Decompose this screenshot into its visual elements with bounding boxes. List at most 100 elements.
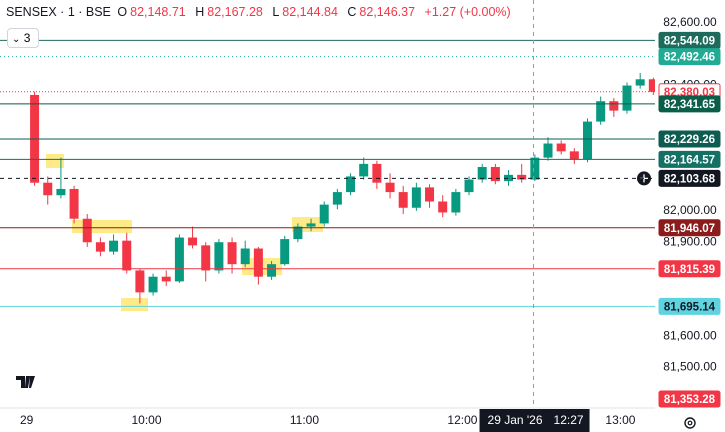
tv-logo: [16, 376, 35, 388]
y-tick-label: 82,000.00: [663, 203, 717, 217]
candle-body: [556, 143, 566, 152]
level-label: 81,695.14: [664, 301, 716, 313]
candle-body: [359, 163, 369, 177]
ohlc-value: 82,148.71: [130, 5, 186, 19]
level-label-bg: [658, 297, 721, 315]
candle-body: [82, 218, 92, 243]
candle-body: [569, 151, 579, 160]
change: +1.27 (+0.00%): [424, 5, 511, 19]
candle-body: [398, 192, 408, 208]
candle-body: [477, 167, 487, 180]
level-label-bg: [658, 219, 721, 237]
ohlc-letter: O: [117, 5, 128, 19]
candle-body: [135, 270, 145, 293]
candle-body: [69, 188, 79, 219]
candle-body: [95, 242, 105, 252]
level-label: 82,544.09: [664, 35, 715, 47]
x-tick-label: 12:00: [447, 413, 477, 427]
level-label-bg: [658, 95, 721, 113]
candle-body: [490, 167, 500, 182]
highlight-box: [72, 220, 132, 233]
x-tick-label: 11:00: [290, 413, 319, 427]
candle-body: [188, 237, 198, 246]
ohlc-value: 82,144.84: [282, 5, 338, 19]
settings-button[interactable]: [684, 417, 696, 429]
candle-body: [648, 79, 658, 92]
crosshair-time-bg: [479, 409, 590, 432]
candle-body: [293, 226, 303, 240]
crosshair-date: 29 Jan '26: [488, 413, 543, 427]
level-label: 82,164.57: [664, 154, 715, 166]
ohlc-letter: H: [195, 5, 205, 19]
level-label: 81,353.28: [664, 394, 716, 406]
candle-body: [227, 242, 237, 265]
candle-body: [543, 143, 553, 158]
level-label-bg: [658, 130, 721, 148]
logo-shape: [16, 376, 35, 388]
candle-body: [635, 79, 645, 86]
candle-body: [464, 179, 474, 193]
level-label-bg: [658, 169, 721, 187]
candle-body: [267, 264, 277, 277]
gear[interactable]: [684, 417, 696, 429]
candle-body: [425, 187, 435, 202]
candle-body: [583, 121, 593, 160]
indicator-count[interactable]: 3: [23, 31, 31, 45]
candle-body: [201, 245, 211, 271]
candle-body: [530, 157, 540, 180]
candle-body: [253, 248, 263, 277]
candle-body: [122, 240, 132, 271]
level-label: 81,946.07: [664, 223, 715, 235]
gear-center[interactable]: [687, 420, 693, 426]
candle-body: [451, 192, 461, 213]
candle-body: [148, 276, 158, 293]
candle-body: [504, 174, 514, 182]
candle-body: [596, 101, 606, 122]
symbol: SENSEX · 1 · BSE: [6, 5, 111, 19]
candle-body: [240, 248, 250, 265]
candle-body: [332, 192, 342, 205]
candle-body: [161, 276, 171, 282]
level-label-bg: [658, 150, 721, 168]
candle-body: [385, 182, 395, 193]
x-tick-label: 10:00: [131, 413, 161, 427]
crosshair-time: 12:27: [554, 413, 584, 427]
candle-body: [411, 187, 421, 208]
level-label: 82,229.26: [664, 134, 715, 146]
highlight-box: [46, 154, 64, 168]
candle-body: [346, 176, 356, 193]
candle-body: [280, 239, 290, 265]
candle-body: [372, 163, 382, 183]
level-label: 82,341.65: [664, 99, 716, 111]
y-tick-label: 81,600.00: [663, 328, 717, 342]
level-label: 81,815.39: [664, 264, 715, 276]
candle-body: [306, 223, 316, 227]
candle-body: [109, 240, 119, 252]
x-tick-label: 13:00: [605, 413, 635, 427]
candle-body: [609, 101, 619, 111]
candle-body: [517, 174, 527, 180]
symbol-header: SENSEX · 1 · BSE O 82,148.71 H 82,167.28 L…: [6, 5, 517, 19]
level-label: 82,103.68: [664, 173, 716, 185]
ohlc-letter: C: [347, 5, 357, 19]
y-tick-label: 82,600.00: [663, 15, 717, 29]
level-label-bg: [658, 390, 721, 408]
level-label-bg: [658, 260, 721, 278]
candle-body: [214, 242, 224, 271]
candle-body: [622, 85, 632, 111]
y-tick-label: 81,500.00: [663, 360, 717, 374]
ohlc-value: 82,146.37: [359, 5, 416, 19]
candle-body: [43, 182, 53, 196]
candle-body: [56, 188, 66, 196]
candle-body: [319, 204, 329, 224]
level-label: 82,492.46: [664, 52, 715, 64]
ohlc-value: 82,167.28: [207, 5, 263, 19]
price-axis: [655, 0, 725, 432]
x-tick-label: 29: [20, 413, 34, 427]
candle-body: [438, 201, 448, 213]
ohlc-letter: L: [272, 5, 280, 19]
indicators-toggle[interactable]: ⌄ 3: [7, 28, 39, 48]
highlight-box: [121, 298, 148, 311]
